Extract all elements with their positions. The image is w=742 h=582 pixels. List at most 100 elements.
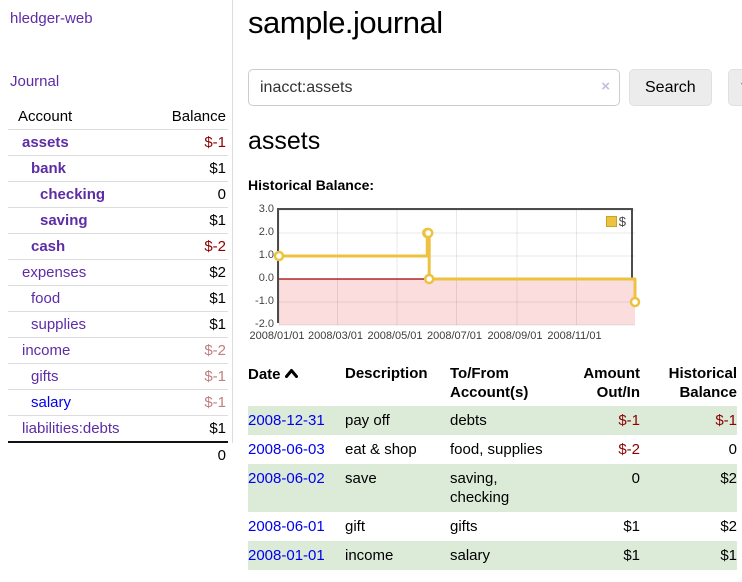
register-date-link[interactable]: 2008-06-02 [248,470,325,487]
account-link-income[interactable]: income [22,342,71,359]
account-balance: 0 [154,181,228,208]
account-row: cash $-2 [8,233,228,260]
register-table: Date Description To/From Account(s) Amou… [248,362,737,570]
register-amount: $-1 [555,406,640,435]
account-link-salary[interactable]: salary [31,394,72,411]
y-tick-label: 1.0 [258,249,274,261]
account-link-bank[interactable]: bank [31,160,67,177]
account-balance: $-2 [154,233,228,260]
register-header-row: Date Description To/From Account(s) Amou… [248,362,737,406]
register-amount: $-2 [618,441,640,458]
account-title: assets [248,127,321,155]
account-link-checking[interactable]: checking [40,186,106,203]
register-balance: 0 [728,441,737,458]
register-date-link[interactable]: 2008-01-01 [248,547,325,564]
account-row: supplies $1 [8,311,228,338]
register-accounts: salary [450,541,555,570]
accounts-total-row: 0 [8,442,228,468]
y-tick-label: -2.0 [255,318,274,330]
account-link-expenses[interactable]: expenses [22,264,87,281]
accounts-header-balance: Balance [154,104,228,130]
chart-label: Historical Balance: [248,177,375,193]
account-link-supplies[interactable]: supplies [31,316,87,333]
register-date-link[interactable]: 2008-12-31 [248,412,325,429]
register-row: 2008-01-01 income salary $1 $1 [248,541,737,570]
column-header-balance: Historical Balance [668,365,737,401]
register-balance: $-1 [640,406,737,435]
accounts-table: Account Balance assets $-1 bank $1 check… [8,104,228,468]
legend-label: $ [618,214,626,229]
register-description: income [345,541,450,570]
chart-legend: $ [605,214,626,229]
account-balance: $-1 [154,363,228,390]
register-amount: $1 [623,518,640,535]
column-header-amount: Amount Out/In [583,365,640,401]
x-tick-label: 2008/01/01 [249,330,305,342]
account-row: saving $1 [8,207,228,234]
account-balance: $1 [154,207,228,234]
accounts-header-row: Account Balance [8,104,228,130]
account-row: income $-2 [8,337,228,364]
search-button[interactable]: Search [629,69,712,106]
x-tick-label: 2008/07/01 [426,330,483,342]
account-row: gifts $-1 [8,363,228,390]
register-accounts: gifts [450,518,478,535]
chart-plot-area: $ [273,208,641,326]
register-description: eat & shop [345,441,417,458]
sidebar: hledger-web Journal Account Balance asse… [0,0,233,464]
historical-balance-chart: 3.0 2.0 1.0 0.0 -1.0 -2.0 $ 2008/01/01 2008/03… [248,203,742,342]
account-balance: $1 [154,415,228,443]
help-button[interactable]: ? [727,69,742,106]
account-link-assets[interactable]: assets [22,134,69,151]
account-row: liabilities:debts $1 [8,415,228,443]
y-tick-label: -1.0 [255,295,274,307]
account-link-liabilities-debts[interactable]: liabilities:debts [22,420,120,437]
account-row: food $1 [8,285,228,312]
register-description: pay off [345,406,450,435]
app-layout: hledger-web Journal Account Balance asse… [0,0,742,570]
register-balance: $2 [720,518,737,535]
y-tick-label: 3.0 [258,203,274,215]
x-tick-label: 2008/03/01 [307,330,364,342]
register-amount: $1 [555,541,640,570]
data-point-marker [629,296,641,308]
account-link-cash[interactable]: cash [31,238,66,255]
account-row: expenses $2 [8,259,228,286]
account-balance: $-2 [154,337,228,364]
register-date-link[interactable]: 2008-06-03 [248,441,325,458]
register-date-link[interactable]: 2008-06-01 [248,518,325,535]
account-row: salary $-1 [8,389,228,416]
register-accounts: debts [450,406,555,435]
register-accounts: food, supplies [450,441,543,458]
column-header-date[interactable]: Date [248,362,345,406]
column-header-accounts: To/From Account(s) [450,365,529,401]
data-point-marker [273,250,285,262]
register-row: 2008-06-03 eat & shop food, supplies $-2… [248,435,737,464]
brand-link[interactable]: hledger-web [10,10,93,27]
chart-x-axis: 2008/01/01 2008/03/01 2008/05/01 2008/07/01… [249,330,633,344]
account-balance: $2 [154,259,228,286]
accounts-header-account: Account [8,104,155,130]
account-row: checking 0 [8,181,228,208]
x-tick-label: 2008/09/01 [487,330,543,342]
clear-search-icon[interactable]: × [601,78,610,95]
account-link-gifts[interactable]: gifts [31,368,59,385]
account-balance: $1 [154,311,228,338]
register-balance: $2 [640,464,737,512]
register-balance: $1 [640,541,737,570]
account-row: bank $1 [8,155,228,182]
register-accounts: saving, checking [450,464,555,512]
account-balance: $1 [154,285,228,312]
account-link-saving[interactable]: saving [40,212,88,229]
sidebar-item-journal[interactable]: Journal [10,73,60,90]
register-description: save [345,464,450,512]
accounts-total: 0 [217,447,226,464]
account-balance: $1 [154,155,228,182]
x-tick-label: 2008/11/01 [547,330,602,342]
data-point-marker [423,273,435,285]
y-tick-label: 0.0 [258,272,274,284]
search-input[interactable] [248,69,620,106]
page-title: sample.journal [248,5,443,40]
account-link-food[interactable]: food [31,290,61,307]
sort-ascending-icon [284,364,298,383]
